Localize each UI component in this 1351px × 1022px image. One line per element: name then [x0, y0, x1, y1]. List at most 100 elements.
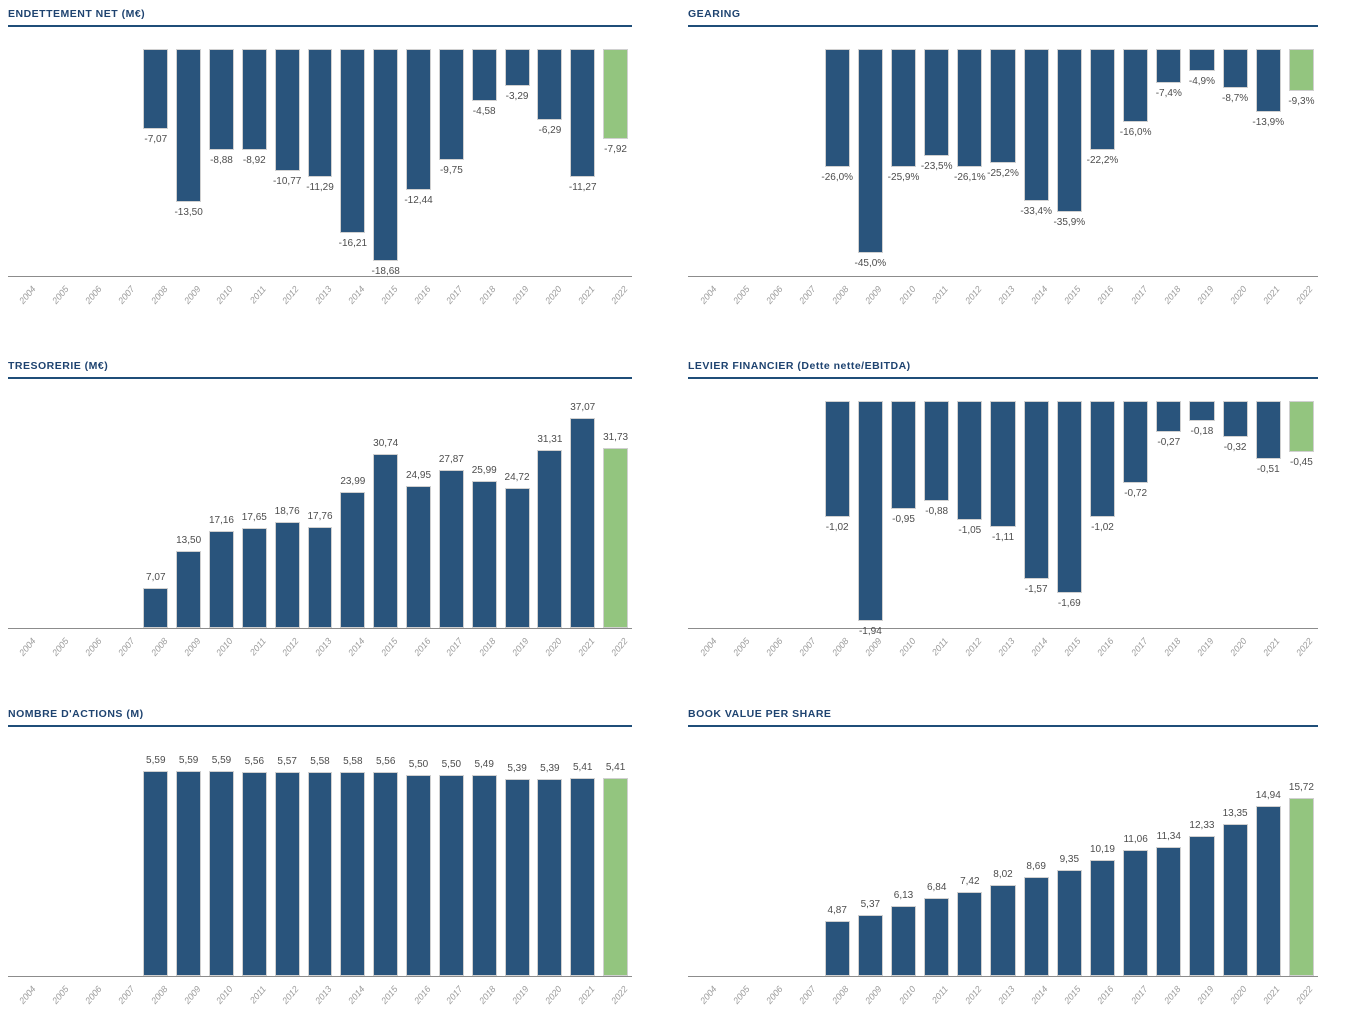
x-axis-label: 2018	[477, 983, 498, 1006]
bar-value-label: -11,27	[568, 181, 597, 193]
bar-value-label: 6,13	[893, 889, 914, 901]
bar-2019	[504, 48, 530, 86]
x-axis-label: 2008	[148, 283, 170, 306]
bar-value-label: -22,2%	[1086, 154, 1119, 166]
x-axis-label: 2005	[50, 283, 71, 306]
bar-2016	[1089, 400, 1116, 517]
chart-book-value-per-share: BOOK VALUE PER SHARE 4,87 5,37 6,13 6,84 7,4…	[688, 700, 1318, 1020]
x-axis-label: 2021	[1261, 983, 1282, 1006]
x-axis-label: 2022	[1294, 283, 1316, 306]
bar-2020	[1222, 48, 1248, 88]
x-axis-label: 2012	[962, 983, 984, 1006]
x-axis-label: 2007	[116, 283, 137, 306]
bar-value-label: 13,35	[1222, 807, 1248, 819]
bar-value-label: -6,29	[538, 124, 562, 136]
x-axis-label: 2020	[543, 283, 564, 306]
bar-value-label: -25,9%	[887, 171, 920, 183]
x-axis-label: 2008	[830, 983, 851, 1006]
bar-2022	[603, 777, 629, 976]
bar-2018	[1156, 400, 1182, 432]
chart-tresorerie: TRESORERIE (M€) 7,07 13,50 17,16 17,65 18,76…	[8, 352, 632, 700]
x-axis-label: 2020	[543, 983, 564, 1006]
x-axis-label: 2010	[214, 635, 236, 658]
bar-2021	[1255, 48, 1281, 112]
x-axis-label: 2014	[1029, 983, 1050, 1006]
bar-2008	[824, 48, 850, 167]
bar-value-label: -0,72	[1124, 487, 1148, 499]
x-axis-label: 2012	[280, 283, 301, 306]
x-axis-label: 2022	[608, 635, 630, 658]
bar-value-label: 14,94	[1255, 789, 1281, 801]
bar-value-label: -1,94	[858, 625, 882, 637]
x-axis-label: 2004	[17, 983, 39, 1006]
x-axis-label: 2009	[863, 283, 885, 306]
bar-2014	[1023, 48, 1049, 201]
bar-value-label: -0,32	[1223, 441, 1247, 453]
bar-2013	[307, 771, 333, 976]
bar-value-label: 15,72	[1288, 781, 1314, 793]
bar-value-label: 8,69	[1026, 860, 1046, 872]
bar-value-label: 24,95	[406, 469, 432, 481]
bar-value-label: -33,4%	[1020, 205, 1052, 217]
x-axis-label: 2016	[411, 635, 433, 658]
bar-2010	[890, 48, 917, 167]
bar-2010	[208, 530, 234, 628]
bar-2021	[1255, 805, 1281, 976]
bar-2016	[1089, 859, 1116, 976]
x-axis-label: 2008	[148, 635, 170, 658]
x-axis-label: 2006	[764, 983, 785, 1006]
bar-2012	[957, 48, 983, 167]
bar-2014	[340, 771, 366, 976]
x-axis-label: 2011	[930, 635, 951, 657]
x-axis-label: 2015	[378, 983, 400, 1006]
bar-value-label: 17,76	[307, 510, 333, 522]
x-axis-label: 2004	[17, 283, 39, 306]
bar-value-label: 5,58	[343, 755, 363, 767]
bar-value-label: 31,31	[537, 433, 563, 445]
x-axis-label: 2020	[1228, 635, 1249, 658]
bar-value-label: -4,9%	[1188, 75, 1215, 87]
bar-value-label: -23,5%	[920, 160, 953, 172]
bar-value-label: -1,02	[825, 521, 849, 533]
bar-2014	[1023, 876, 1049, 976]
bar-value-label: 5,56	[375, 755, 396, 767]
bar-value-label: -1,05	[958, 524, 982, 536]
x-axis-label: 2022	[608, 983, 630, 1006]
x-axis-label: 2005	[50, 983, 71, 1006]
bar-value-label: -0,51	[1256, 463, 1280, 475]
bar-value-label: 5,50	[408, 758, 429, 770]
x-axis-label: 2016	[411, 283, 433, 306]
x-axis-label: 2004	[697, 283, 719, 306]
plot-area: 4,87 5,37 6,13 6,84 7,42 8,02 8,69 9,35 10,19 11,…	[688, 749, 1318, 977]
x-axis-label: 2015	[378, 635, 400, 658]
title-divider	[688, 725, 1318, 727]
x-axis-label: 2011	[247, 635, 268, 657]
bar-2015	[1056, 400, 1082, 593]
x-axis-label: 2012	[280, 983, 301, 1006]
bar-2008	[824, 920, 850, 976]
bar-2011	[924, 48, 950, 156]
x-axis-label: 2012	[962, 283, 984, 306]
bar-2009	[857, 48, 883, 253]
x-axis-label: 2021	[1261, 635, 1282, 658]
bar-2015	[1056, 48, 1082, 212]
bar-2019	[1189, 48, 1215, 71]
bar-value-label: -18,68	[371, 265, 400, 277]
x-axis-label: 2018	[477, 283, 498, 306]
bar-2013	[307, 526, 333, 628]
bar-2015	[373, 48, 399, 261]
x-axis-label: 2004	[17, 635, 39, 658]
x-axis-label: 2018	[1161, 983, 1183, 1006]
bar-value-label: 30,74	[373, 437, 399, 449]
bar-2013	[990, 884, 1016, 976]
title-divider	[8, 25, 632, 27]
chart-title: NOMBRE D'ACTIONS (M)	[8, 708, 144, 720]
x-axis-label: 2006	[83, 983, 104, 1006]
bar-value-label: 17,16	[208, 514, 234, 526]
bar-2022	[1288, 48, 1314, 91]
bar-value-label: 5,49	[474, 758, 494, 770]
bar-value-label: 5,37	[860, 898, 881, 910]
bar-value-label: 31,73	[603, 431, 629, 443]
x-axis-label: 2021	[575, 283, 597, 306]
x-axis-label: 2006	[83, 283, 104, 306]
